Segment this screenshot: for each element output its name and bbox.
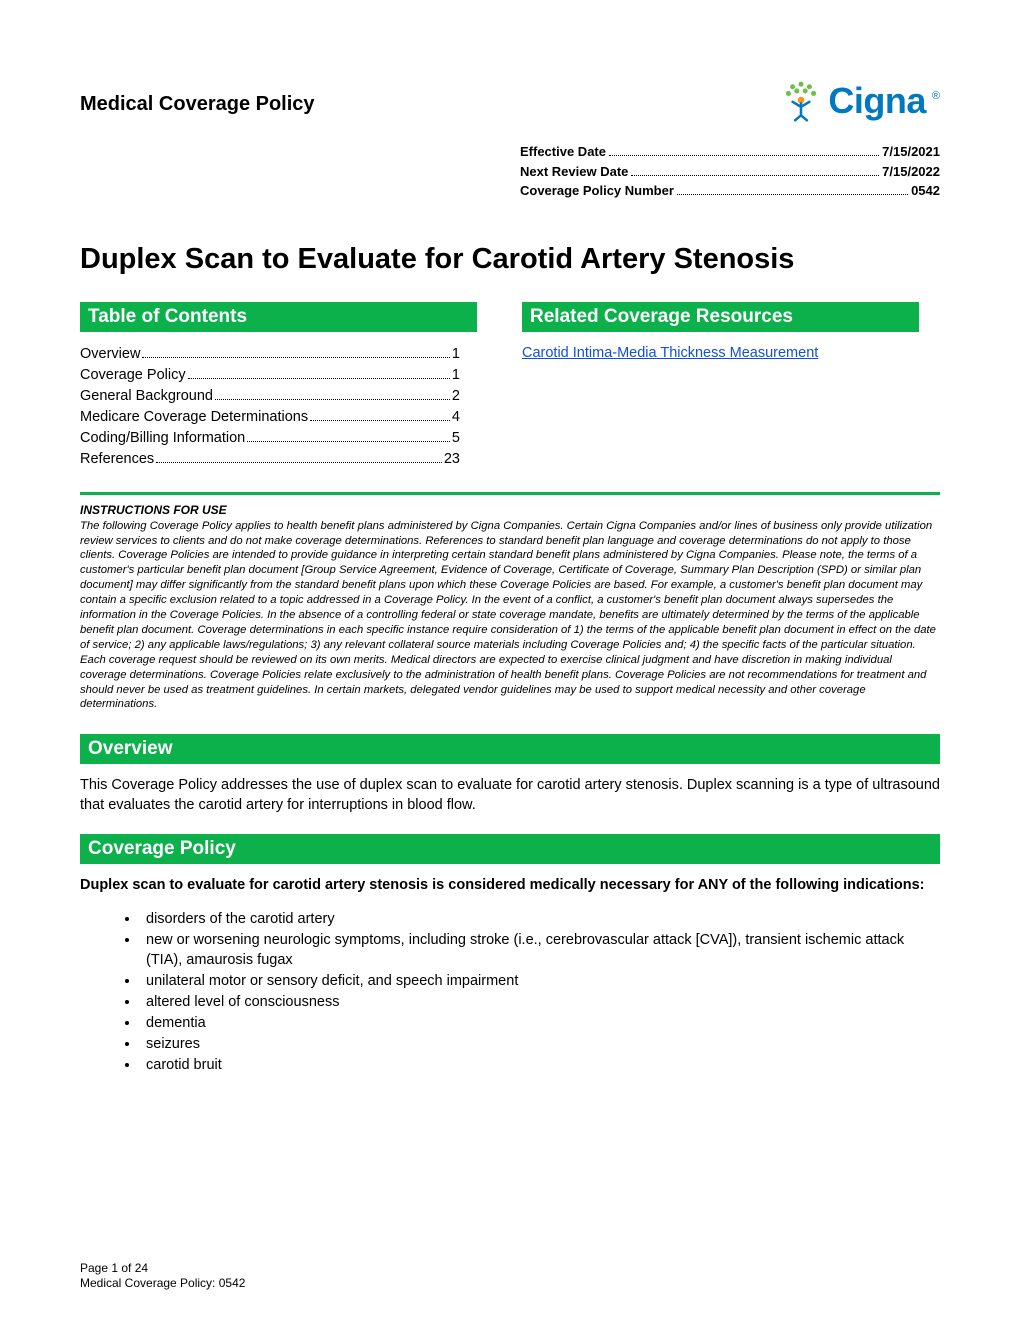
footer-page-number: Page 1 of 24: [80, 1261, 245, 1277]
two-column-layout: Table of Contents Overview 1 Coverage Po…: [80, 302, 940, 470]
brand-name: Cigna: [828, 80, 926, 122]
tree-person-icon: [780, 80, 822, 122]
toc-page: 2: [452, 386, 498, 407]
leader-dots: [142, 357, 449, 358]
toc-label: Overview: [80, 344, 140, 365]
meta-value: 7/15/2022: [882, 162, 940, 182]
header-row: Medical Coverage Policy Cigna ®: [80, 80, 940, 122]
toc-item[interactable]: General Background 2: [80, 386, 498, 407]
toc-page: 5: [452, 428, 498, 449]
document-type-heading: Medical Coverage Policy: [80, 93, 315, 122]
footer-policy-number: Medical Coverage Policy: 0542: [80, 1276, 245, 1292]
toc-item[interactable]: Medicare Coverage Determinations 4: [80, 407, 498, 428]
indication-item: altered level of consciousness: [140, 992, 940, 1012]
meta-value: 0542: [911, 181, 940, 201]
indication-item: disorders of the carotid artery: [140, 909, 940, 929]
toc-item[interactable]: Coverage Policy 1: [80, 365, 498, 386]
meta-label: Coverage Policy Number: [520, 181, 674, 201]
meta-label: Next Review Date: [520, 162, 628, 182]
toc-column: Table of Contents Overview 1 Coverage Po…: [80, 302, 498, 470]
leader-dots: [677, 183, 908, 195]
toc-page: 1: [452, 365, 498, 386]
toc-page: 23: [444, 449, 498, 470]
indication-item: dementia: [140, 1013, 940, 1033]
leader-dots: [156, 462, 442, 463]
toc-page: 4: [452, 407, 498, 428]
toc-label: Coding/Billing Information: [80, 428, 245, 449]
toc-label: References: [80, 449, 154, 470]
overview-text: This Coverage Policy addresses the use o…: [80, 776, 940, 815]
toc-label: Medicare Coverage Determinations: [80, 407, 308, 428]
registered-mark: ®: [932, 90, 940, 102]
overview-heading: Overview: [80, 734, 940, 764]
meta-row: Effective Date 7/15/2021: [520, 142, 940, 162]
toc-label: Coverage Policy: [80, 365, 186, 386]
toc-item[interactable]: Coding/Billing Information 5: [80, 428, 498, 449]
leader-dots: [631, 164, 879, 176]
meta-label: Effective Date: [520, 142, 606, 162]
related-column: Related Coverage Resources Carotid Intim…: [522, 302, 940, 470]
toc-list: Overview 1 Coverage Policy 1 General Bac…: [80, 344, 498, 470]
meta-row: Coverage Policy Number 0542: [520, 181, 940, 201]
meta-value: 7/15/2021: [882, 142, 940, 162]
indications-list: disorders of the carotid artery new or w…: [140, 909, 940, 1075]
indication-item: new or worsening neurologic symptoms, in…: [140, 930, 940, 970]
brand-logo: Cigna ®: [780, 80, 940, 122]
coverage-lead: Duplex scan to evaluate for carotid arte…: [80, 876, 940, 896]
coverage-heading: Coverage Policy: [80, 834, 940, 864]
leader-dots: [609, 144, 879, 156]
related-heading: Related Coverage Resources: [522, 302, 919, 332]
meta-row: Next Review Date 7/15/2022: [520, 162, 940, 182]
related-link[interactable]: Carotid Intima-Media Thickness Measureme…: [522, 345, 818, 361]
toc-heading: Table of Contents: [80, 302, 477, 332]
toc-label: General Background: [80, 386, 213, 407]
instructions-title: INSTRUCTIONS FOR USE: [80, 503, 940, 517]
divider-rule: [80, 492, 940, 495]
indication-item: seizures: [140, 1034, 940, 1054]
toc-page: 1: [452, 344, 498, 365]
indication-item: unilateral motor or sensory deficit, and…: [140, 971, 940, 991]
metadata-block: Effective Date 7/15/2021 Next Review Dat…: [520, 142, 940, 201]
leader-dots: [247, 441, 450, 442]
page-footer: Page 1 of 24 Medical Coverage Policy: 05…: [80, 1261, 245, 1292]
toc-item[interactable]: Overview 1: [80, 344, 498, 365]
leader-dots: [188, 378, 450, 379]
leader-dots: [310, 420, 450, 421]
leader-dots: [215, 399, 450, 400]
indication-item: carotid bruit: [140, 1055, 940, 1075]
page-title: Duplex Scan to Evaluate for Carotid Arte…: [80, 243, 940, 276]
instructions-body: The following Coverage Policy applies to…: [80, 519, 940, 713]
toc-item[interactable]: References 23: [80, 449, 498, 470]
